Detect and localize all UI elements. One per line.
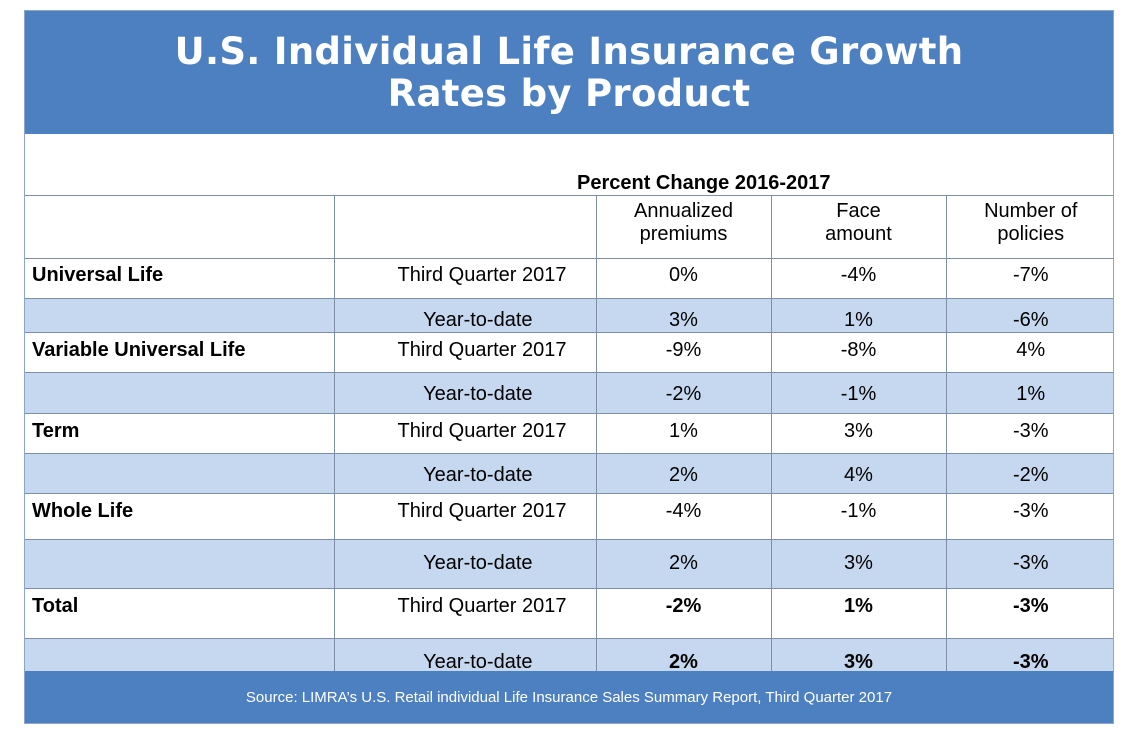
column-header-line: amount bbox=[825, 223, 892, 245]
column-header-line: Annualized bbox=[634, 200, 733, 222]
table-row: Term Third Quarter 2017 1% 3% -3% bbox=[25, 413, 1113, 454]
table-row: Variable Universal Life Third Quarter 201… bbox=[25, 332, 1113, 373]
table-row: Whole Life Third Quarter 2017 -4% -1% -3% bbox=[25, 493, 1113, 540]
header-blank-period bbox=[333, 196, 597, 259]
value-cell: -3% bbox=[945, 539, 1113, 589]
period-cell: Third Quarter 2017 bbox=[333, 493, 597, 540]
product-cell bbox=[25, 453, 335, 494]
value-cell: -4% bbox=[595, 493, 772, 540]
table-row: Total Third Quarter 2017 -2% 1% -3% bbox=[25, 588, 1113, 639]
value-cell: -2% bbox=[595, 588, 772, 639]
period-cell: Third Quarter 2017 bbox=[333, 413, 597, 454]
column-header-line: policies bbox=[997, 223, 1065, 245]
value-cell: 1% bbox=[770, 588, 947, 639]
product-cell: Variable Universal Life bbox=[25, 332, 335, 373]
product-cell bbox=[25, 298, 335, 333]
value-cell: -8% bbox=[770, 332, 947, 373]
product-cell: Universal Life bbox=[25, 258, 335, 299]
value-cell: -9% bbox=[595, 332, 772, 373]
value-cell: 3% bbox=[770, 539, 947, 589]
source-footer: Source: LIMRA’s U.S. Retail individual L… bbox=[25, 671, 1113, 723]
table-row: Universal Life Third Quarter 2017 0% -4% -7% bbox=[25, 258, 1113, 299]
value-cell: 2% bbox=[595, 539, 772, 589]
title-line-2: Rates by Product bbox=[387, 72, 751, 115]
header-blank-product bbox=[25, 196, 335, 259]
table-subtitle: Percent Change 2016-2017 bbox=[577, 172, 831, 194]
period-cell: Year-to-date bbox=[333, 372, 597, 414]
product-cell bbox=[25, 372, 335, 414]
product-cell: Whole Life bbox=[25, 493, 335, 540]
table-frame: U.S. Individual Life Insurance Growth Ra… bbox=[24, 10, 1114, 724]
product-cell bbox=[25, 638, 335, 688]
value-cell: -2% bbox=[945, 453, 1113, 494]
value-cell: -2% bbox=[595, 372, 772, 414]
column-header-line: Face bbox=[836, 200, 881, 222]
title-banner: U.S. Individual Life Insurance Growth Ra… bbox=[25, 11, 1113, 134]
column-header-line: Number of bbox=[984, 200, 1078, 222]
period-cell: Year-to-date bbox=[333, 453, 597, 494]
value-cell: 2% bbox=[595, 453, 772, 494]
value-cell: 3% bbox=[770, 413, 947, 454]
product-cell: Term bbox=[25, 413, 335, 454]
value-cell: -1% bbox=[770, 372, 947, 414]
table-row: Year-to-date 2% 3% -3% bbox=[25, 539, 1113, 589]
value-cell: 1% bbox=[770, 298, 947, 333]
value-cell: 1% bbox=[595, 413, 772, 454]
period-cell: Third Quarter 2017 bbox=[333, 258, 597, 299]
value-cell: 3% bbox=[595, 298, 772, 333]
growth-rates-table: Annualized premiums Face amount Number o… bbox=[25, 196, 1113, 688]
table-row: Year-to-date -2% -1% 1% bbox=[25, 372, 1113, 414]
value-cell: -1% bbox=[770, 493, 947, 540]
column-header-number-of-policies: Number of policies bbox=[945, 196, 1113, 259]
value-cell: -6% bbox=[945, 298, 1113, 333]
value-cell: -3% bbox=[945, 413, 1113, 454]
column-header-row: Annualized premiums Face amount Number o… bbox=[25, 196, 1113, 259]
column-header-annualized-premiums: Annualized premiums bbox=[595, 196, 772, 259]
product-cell bbox=[25, 539, 335, 589]
column-header-face-amount: Face amount bbox=[770, 196, 947, 259]
table-area: Annualized premiums Face amount Number o… bbox=[25, 196, 1113, 688]
value-cell: 4% bbox=[770, 453, 947, 494]
period-cell: Year-to-date bbox=[333, 539, 597, 589]
period-cell: Year-to-date bbox=[333, 298, 597, 333]
value-cell: -3% bbox=[945, 588, 1113, 639]
value-cell: -4% bbox=[770, 258, 947, 299]
product-cell: Total bbox=[25, 588, 335, 639]
title-line-1: U.S. Individual Life Insurance Growth bbox=[174, 30, 964, 73]
value-cell: -7% bbox=[945, 258, 1113, 299]
table-row: Year-to-date 3% 1% -6% bbox=[25, 298, 1113, 333]
value-cell: 1% bbox=[945, 372, 1113, 414]
value-cell: 0% bbox=[595, 258, 772, 299]
period-cell: Third Quarter 2017 bbox=[333, 332, 597, 373]
subtitle-row: Percent Change 2016-2017 bbox=[25, 134, 1113, 196]
table-row: Year-to-date 2% 4% -2% bbox=[25, 453, 1113, 494]
column-header-line: premiums bbox=[639, 223, 728, 245]
value-cell: -3% bbox=[945, 493, 1113, 540]
period-cell: Third Quarter 2017 bbox=[333, 588, 597, 639]
value-cell: 4% bbox=[945, 332, 1113, 373]
